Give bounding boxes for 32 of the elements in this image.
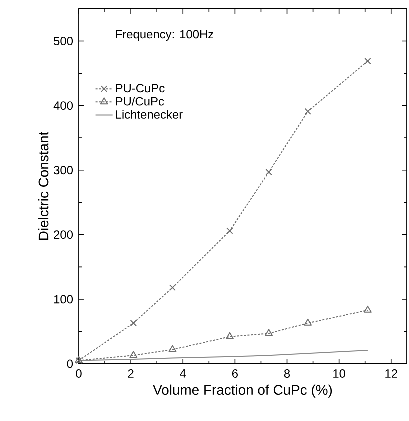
y-tick-label: 400 xyxy=(54,102,74,110)
annotation: Frequency: 100Hz xyxy=(116,30,214,42)
point xyxy=(169,284,176,292)
point xyxy=(266,168,272,176)
x-tick-label: 6 xyxy=(232,370,238,378)
y-tick-label: 300 xyxy=(54,166,74,175)
y-tick-label: 200 xyxy=(54,230,74,240)
x-tick-label: 12 xyxy=(386,370,398,378)
x-tick-label: 10 xyxy=(334,370,346,378)
legend-label: PU/CuPc xyxy=(116,97,164,106)
point xyxy=(304,318,312,326)
legend-label: PU-CuPc xyxy=(116,84,165,93)
x-tick-label: 8 xyxy=(284,370,290,378)
point xyxy=(130,320,137,327)
y-tick-label: 0 xyxy=(67,360,74,368)
x-tick-label: 2 xyxy=(128,370,134,378)
y-tick-label: 100 xyxy=(54,295,74,304)
y-tick-label: 500 xyxy=(54,37,74,46)
point xyxy=(226,332,234,340)
point xyxy=(304,108,312,115)
point xyxy=(265,329,273,336)
x-tick-label: 4 xyxy=(180,370,186,378)
x-tick-label: 0 xyxy=(76,370,82,378)
legend-label: Lichtenecker xyxy=(116,110,183,119)
y-axis-title: Dielctric Constant xyxy=(38,132,49,240)
point xyxy=(168,345,177,352)
point xyxy=(226,228,234,234)
point xyxy=(364,306,372,313)
x-axis-title: Volume Fraction of CuPc (%) xyxy=(153,384,332,398)
point xyxy=(130,351,138,358)
point xyxy=(364,58,372,65)
line-series xyxy=(79,350,368,362)
